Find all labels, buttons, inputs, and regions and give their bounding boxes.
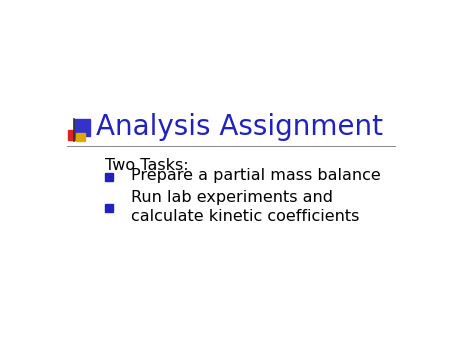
FancyBboxPatch shape — [76, 133, 86, 141]
Text: Prepare a partial mass balance: Prepare a partial mass balance — [131, 168, 381, 184]
Text: Analysis Assignment: Analysis Assignment — [96, 113, 383, 141]
Bar — [105, 173, 113, 180]
FancyBboxPatch shape — [74, 119, 90, 136]
Text: Run lab experiments and
calculate kinetic coefficients: Run lab experiments and calculate kineti… — [131, 190, 360, 224]
Bar — [105, 204, 113, 212]
Text: Two Tasks:: Two Tasks: — [105, 158, 189, 173]
FancyBboxPatch shape — [68, 130, 78, 140]
